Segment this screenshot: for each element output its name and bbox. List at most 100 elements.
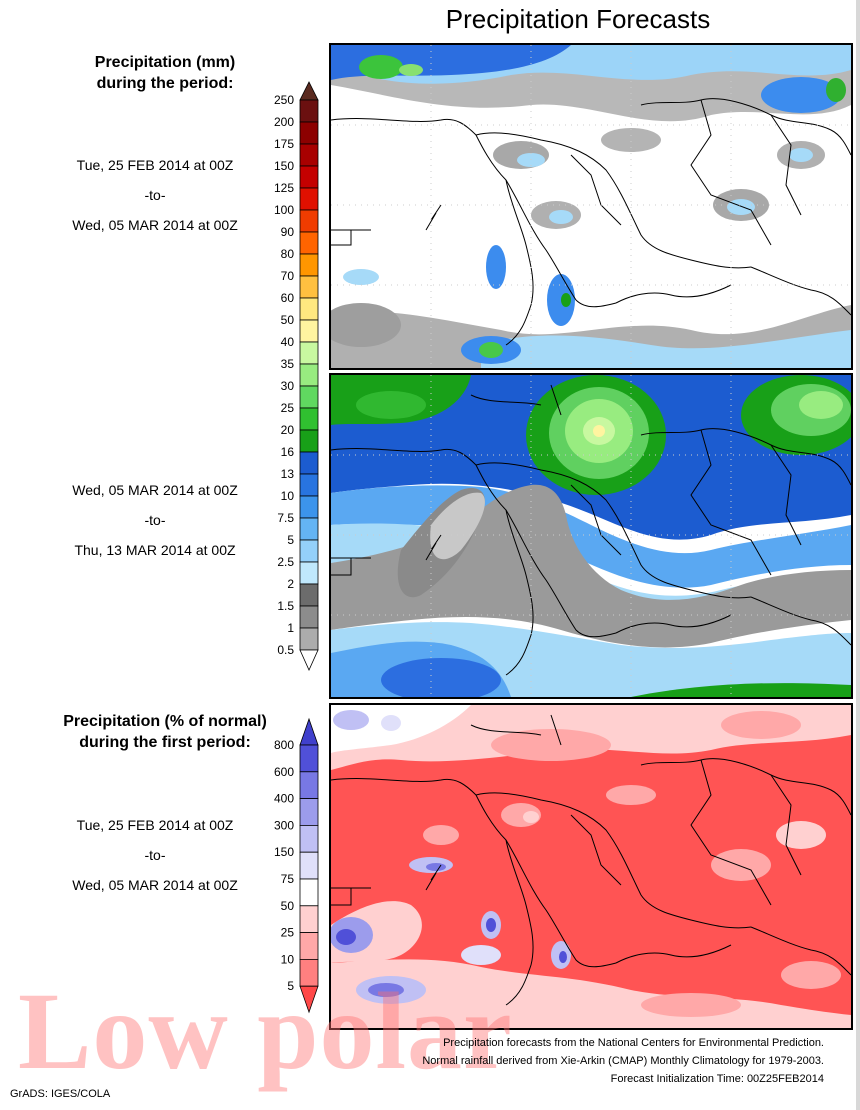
footer-line2: Normal rainfall derived from Xie-Arkin (… (422, 1055, 824, 1067)
precip-colorbar-box (299, 517, 319, 541)
precip-colorbar-label: 7.5 (277, 511, 294, 525)
page-right-border (856, 0, 860, 1110)
watermark-text: Low polar (18, 970, 513, 1092)
period1-start: Tue, 25 FEB 2014 at 00Z (76, 157, 234, 173)
precip-colorbar-box (299, 341, 319, 365)
precip-colorbar-label: 250 (274, 93, 294, 107)
precip-colorbar-box (299, 385, 319, 409)
map-period1-svg (331, 45, 851, 368)
pct-colorbar-box (299, 878, 319, 907)
precip-colorbar-box (299, 143, 319, 167)
precip-colorbar-label: 90 (281, 225, 295, 239)
pct-title-line1: Precipitation (% of normal) (63, 713, 267, 730)
precip-colorbar-label: 80 (281, 247, 295, 261)
precip-bottom-arrow (299, 649, 319, 671)
pct-period-end: Wed, 05 MAR 2014 at 00Z (72, 877, 238, 893)
pct-colorbar-label: 75 (281, 872, 295, 886)
precip-colorbar-box (299, 583, 319, 607)
precip-colorbar-box (299, 561, 319, 585)
pct-colorbar-box (299, 771, 319, 799)
map-period2-svg (331, 375, 851, 697)
pct-colorbar-box (299, 932, 319, 960)
precip-colorbar-label: 200 (274, 115, 294, 129)
period2-sep: -to- (144, 512, 166, 528)
precip-colorbar-box (299, 539, 319, 563)
pct-colorbar-label: 800 (274, 738, 294, 752)
pct-colorbar-box (299, 825, 319, 853)
precip-colorbar-box (299, 275, 319, 299)
precip-top-arrow (299, 81, 319, 101)
precip-colorbar-label: 2 (287, 577, 294, 591)
pct-colorbar-label: 25 (281, 926, 295, 940)
pct-bottom-arrow (299, 985, 319, 1014)
precip-colorbar-label: 20 (281, 423, 295, 437)
precip-colorbar-label: 5 (287, 533, 294, 547)
precip-colorbar-box (299, 187, 319, 211)
precip-colorbar-label: 70 (281, 269, 295, 283)
pct-colorbar-label: 5 (287, 979, 294, 993)
pct-colorbar-label: 10 (281, 952, 295, 966)
pct-period-sep: -to- (144, 847, 166, 863)
precip-colorbar-box (299, 99, 319, 123)
footer-line3: Forecast Initialization Time: 00Z25FEB20… (610, 1073, 824, 1085)
precip-colorbar-svg: 2502001751501251009080706050403530252016… (274, 81, 319, 671)
pct-colorbar-svg: 800 600 400 300 150 75 50 25 10 5 (274, 717, 319, 1014)
precip-title-line1: Precipitation (mm) (94, 54, 236, 71)
precip-colorbar-label: 150 (274, 159, 294, 173)
precip-colorbar-label: 1 (287, 621, 294, 635)
pct-colorbar-label: 300 (274, 818, 294, 832)
precip-section-title: Precipitation (mm) during the period: (20, 52, 310, 94)
precip-colorbar-label: 50 (281, 313, 295, 327)
page-title: Precipitation Forecasts (445, 4, 711, 34)
precip-colorbar-box (299, 627, 319, 651)
map-percent-normal (329, 703, 853, 1030)
precip-colorbar-label: 35 (281, 357, 295, 371)
pct-colorbar-box (299, 851, 319, 880)
precip-colorbar-box (299, 209, 319, 233)
pct-title-line2: during the first period: (79, 734, 251, 751)
precip-colorbar-box (299, 121, 319, 145)
pct-colorbar-label: 600 (274, 765, 294, 779)
pct-colorbar-label: 50 (281, 899, 295, 913)
precip-colorbar-box (299, 429, 319, 453)
precip-colorbar-label: 30 (281, 379, 295, 393)
period1-sep: -to- (144, 187, 166, 203)
precip-colorbar-label: 10 (281, 489, 295, 503)
precip-colorbar-box (299, 605, 319, 629)
precip-colorbar-box (299, 297, 319, 321)
pct-colorbar-label: 150 (274, 845, 294, 859)
map-period1 (329, 43, 853, 370)
precip-colorbar-label: 125 (274, 181, 294, 195)
pct-colorbar-box (299, 798, 319, 826)
precip-colorbar-box (299, 363, 319, 387)
period2-end: Thu, 13 MAR 2014 at 00Z (74, 542, 236, 558)
pct-colorbar-box (299, 744, 319, 773)
pct-top-arrow (299, 717, 319, 746)
precip-colorbar-box (299, 253, 319, 277)
period1-end: Wed, 05 MAR 2014 at 00Z (72, 217, 238, 233)
footer-line1: Precipitation forecasts from the Nationa… (443, 1037, 824, 1049)
grads-credit: GrADS: IGES/COLA (10, 1088, 111, 1100)
pct-section-title: Precipitation (% of normal) during the f… (20, 711, 310, 753)
precip-colorbar-label: 16 (281, 445, 295, 459)
precip-colorbar-box (299, 165, 319, 189)
precip-colorbar-box (299, 473, 319, 497)
precip-colorbar: 250 200 175 150 125 100 90 80 70 60 50 40 35 30 25 20 16… (250, 78, 330, 678)
pct-period-start: Tue, 25 FEB 2014 at 00Z (76, 817, 234, 833)
pct-colorbar-box (299, 905, 319, 934)
period2-start: Wed, 05 MAR 2014 at 00Z (72, 482, 238, 498)
precip-colorbar-label: 175 (274, 137, 294, 151)
precip-colorbar-box (299, 451, 319, 475)
precip-colorbar-label: 2.5 (277, 555, 294, 569)
precip-colorbar-box (299, 407, 319, 431)
precip-colorbar-box (299, 495, 319, 519)
precip-colorbar-box (299, 319, 319, 343)
pct-colorbar: 800 600 400 300 150 75 50 25 10 5 (250, 716, 330, 1026)
precip-colorbar-label: 25 (281, 401, 295, 415)
precip-colorbar-label: 60 (281, 291, 295, 305)
precip-colorbar-label: 40 (281, 335, 295, 349)
pct-colorbar-label: 400 (274, 792, 294, 806)
map-period2 (329, 373, 853, 699)
map-percent-normal-svg (331, 705, 851, 1028)
precip-title-line2: during the period: (96, 75, 234, 92)
